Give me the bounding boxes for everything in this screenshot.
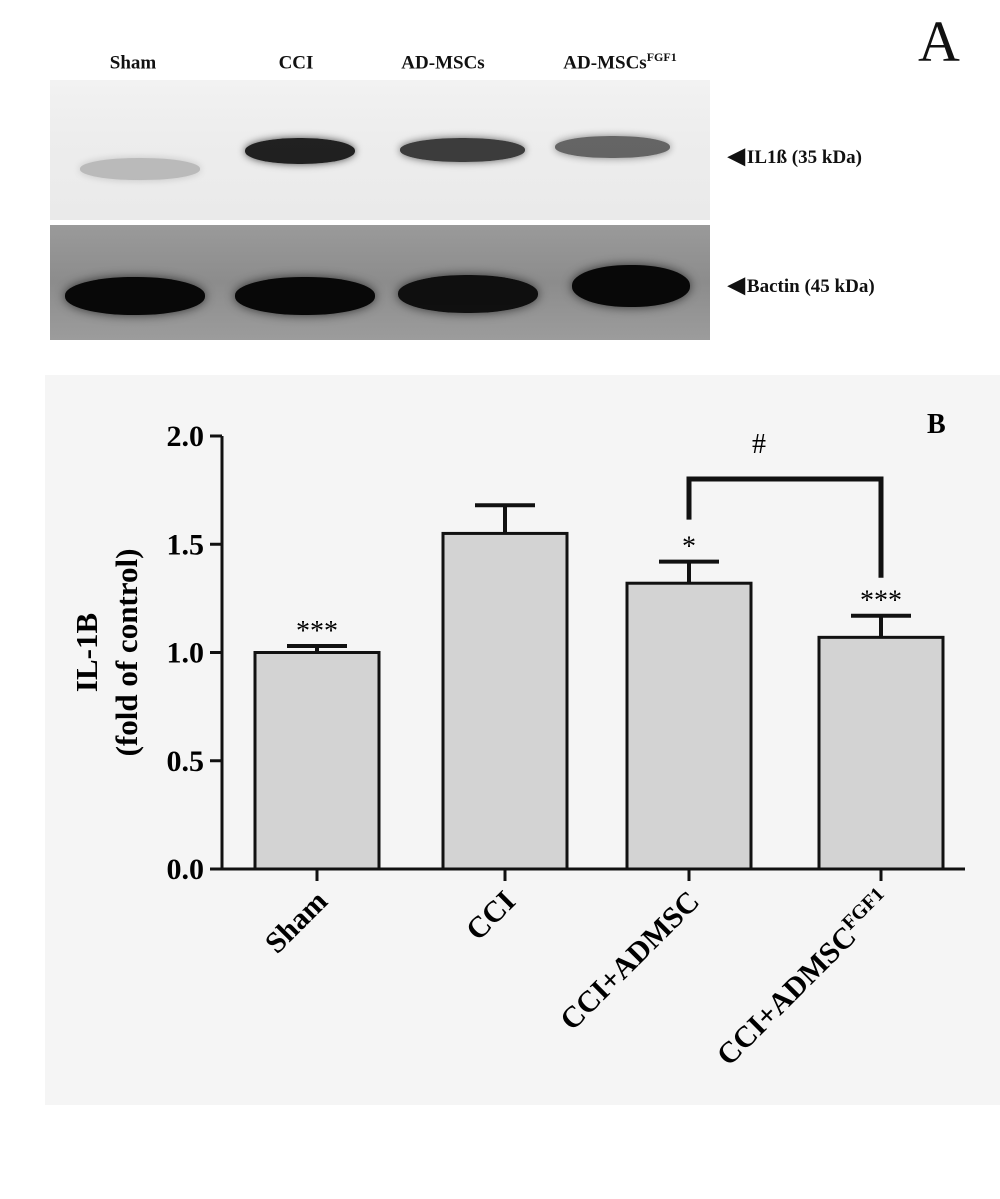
y-tick-label: 0.0 bbox=[167, 853, 205, 886]
y-tick-label: 1.5 bbox=[167, 528, 205, 561]
band-bactin-cci bbox=[235, 277, 375, 315]
bar bbox=[253, 651, 381, 871]
lane-label-ad-mscs: AD-MSCs bbox=[401, 52, 485, 74]
x-category-label: CCI bbox=[460, 885, 522, 947]
y-tick-label: 2.0 bbox=[167, 420, 205, 453]
bracket-label: # bbox=[752, 429, 766, 460]
comparison-bracket bbox=[686, 476, 884, 578]
lane-label-cci: CCI bbox=[278, 52, 314, 74]
significance-mark: * bbox=[682, 532, 696, 563]
band-bactin-admsc-fgf1 bbox=[572, 265, 690, 307]
panel-b-letter: B bbox=[927, 409, 946, 440]
bar bbox=[625, 581, 753, 871]
x-category-label: CCI+ADMSC bbox=[554, 885, 706, 1037]
arrow-left-icon: ◀ bbox=[728, 272, 745, 297]
x-category-label: CCI+ADMSCFGF1 bbox=[709, 883, 898, 1072]
band-label-il1b: ◀ IL1ß (35 kDa) bbox=[728, 143, 862, 168]
bar-chart: B0.00.51.01.52.0IL-1B (fold of control) **… bbox=[69, 409, 965, 1072]
significance-mark: *** bbox=[296, 616, 338, 647]
blot-il1b bbox=[50, 80, 710, 220]
blot-separator bbox=[50, 220, 710, 225]
x-category-label-sup: FGF1 bbox=[838, 883, 889, 934]
arrow-left-icon: ◀ bbox=[728, 143, 745, 168]
bar bbox=[817, 635, 945, 871]
band-il1b-admsc bbox=[400, 138, 525, 162]
lane-label-ad-mscs-fgf1: AD-MSCsFGF1 bbox=[563, 50, 677, 74]
lane-label-sham: Sham bbox=[109, 52, 157, 74]
band-il1b-sham bbox=[80, 158, 200, 180]
y-tick-label: 0.5 bbox=[167, 745, 205, 778]
band-bactin-sham bbox=[65, 277, 205, 315]
band-bactin-admsc bbox=[398, 275, 538, 313]
band-label-bactin: ◀ Bactin (45 kDa) bbox=[728, 272, 875, 297]
y-tick-label: 1.0 bbox=[167, 637, 205, 670]
y-axis-label-sub: (fold of control) bbox=[109, 549, 144, 757]
panel-b: B 0.0 0.5 1.0 1.5 2.0 IL-1B (fold of control) **… bbox=[45, 375, 1000, 1105]
band-il1b-admsc-fgf1 bbox=[555, 136, 670, 158]
significance-mark: *** bbox=[860, 586, 902, 617]
x-category-label: Sham bbox=[259, 885, 334, 960]
y-axis-label: IL-1B bbox=[69, 613, 104, 692]
blot-bactin bbox=[50, 225, 710, 340]
band-il1b-cci bbox=[245, 138, 355, 164]
panel-a-letter: A bbox=[918, 9, 960, 74]
bar bbox=[441, 531, 569, 871]
